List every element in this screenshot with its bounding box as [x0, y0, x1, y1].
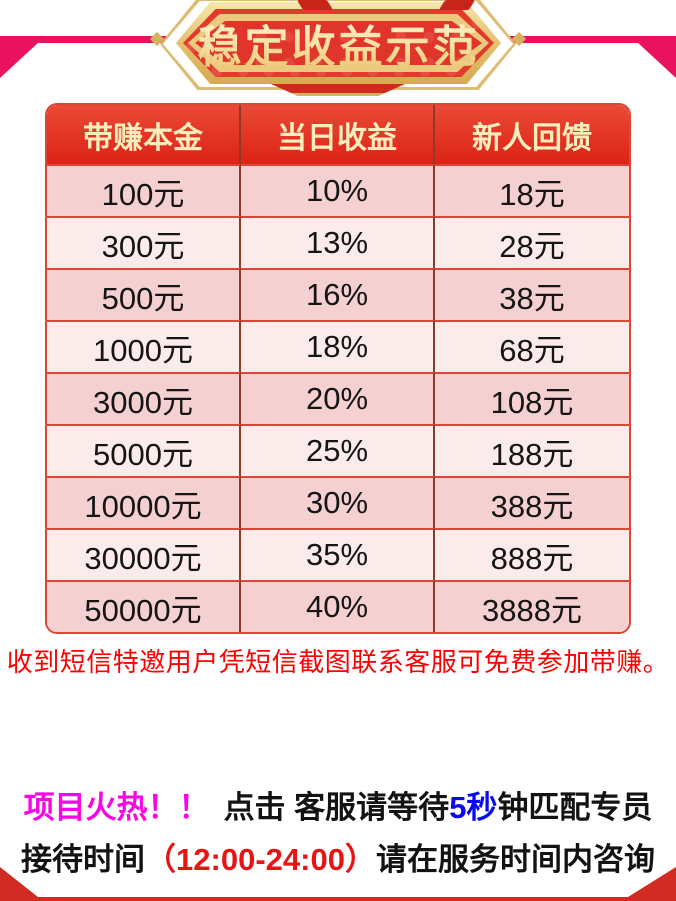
hours-time: （12:00-24:00）	[145, 842, 376, 877]
table-cell: 30000元	[47, 528, 241, 580]
page-title: 稳定收益示范	[176, 2, 501, 84]
table-cell: 30%	[241, 476, 435, 528]
table-cell: 50000元	[47, 580, 241, 632]
bottom-red-strip	[0, 897, 676, 901]
footer-cta-line[interactable]: 项目火热！！ 点击 客服请等待5秒钟匹配专员	[0, 782, 676, 834]
table-header-newcomer-bonus: 新人回馈	[435, 105, 629, 164]
table-cell: 18元	[435, 164, 629, 216]
cta-prefix: 点击 客服请等待	[223, 790, 450, 825]
table-cell: 3000元	[47, 372, 241, 424]
table-header-principal: 带赚本金	[47, 105, 241, 164]
banner-inner-red-panel	[195, 21, 482, 65]
table-cell: 500元	[47, 268, 241, 320]
table-cell: 40%	[241, 580, 435, 632]
table-cell: 16%	[241, 268, 435, 320]
earnings-table: 带赚本金 当日收益 新人回馈 100元 10% 18元 300元 13% 28元…	[45, 103, 631, 634]
table-cell: 13%	[241, 216, 435, 268]
banner-knot-tail-left	[296, 0, 334, 10]
hours-prefix: 接待时间	[21, 842, 146, 877]
banner-inner-gold-line	[188, 14, 489, 72]
table-cell: 25%	[241, 424, 435, 476]
table-cell: 888元	[435, 528, 629, 580]
cta-suffix: 钟匹配专员	[497, 790, 653, 825]
table-cell: 20%	[241, 372, 435, 424]
table-cell: 1000元	[47, 320, 241, 372]
top-ribbon-right-chamfer	[637, 42, 676, 78]
banner-red-panel	[183, 9, 494, 77]
table-cell: 3888元	[435, 580, 629, 632]
table-cell: 35%	[241, 528, 435, 580]
table-cell: 188元	[435, 424, 629, 476]
cta-seconds: 5秒	[449, 790, 498, 825]
table-cell: 388元	[435, 476, 629, 528]
title-banner: 稳定收益示范	[176, 2, 501, 84]
table-cell: 10%	[241, 164, 435, 216]
table-cell: 10000元	[47, 476, 241, 528]
table-header-daily-return: 当日收益	[241, 105, 435, 164]
footer-hours-line: 接待时间（12:00-24:00）请在服务时间内咨询	[0, 834, 676, 886]
top-ribbon-left-chamfer	[0, 42, 39, 78]
table-cell: 100元	[47, 164, 241, 216]
project-hot-label: 项目火热！！	[23, 790, 210, 825]
table-cell: 108元	[435, 372, 629, 424]
table-cell: 28元	[435, 216, 629, 268]
banner-bottom-tab	[271, 84, 405, 96]
table-cell: 38元	[435, 268, 629, 320]
sms-invite-notice: 收到短信特邀用户凭短信截图联系客服可免费参加带赚。	[6, 647, 670, 677]
footer-text: 项目火热！！ 点击 客服请等待5秒钟匹配专员 接待时间（12:00-24:00）请…	[0, 782, 676, 886]
table-cell: 5000元	[47, 424, 241, 476]
table-cell: 18%	[241, 320, 435, 372]
table-cell: 68元	[435, 320, 629, 372]
table-cell: 300元	[47, 216, 241, 268]
banner-knot-tail-right	[438, 0, 476, 10]
hours-suffix: 请在服务时间内咨询	[375, 842, 655, 877]
